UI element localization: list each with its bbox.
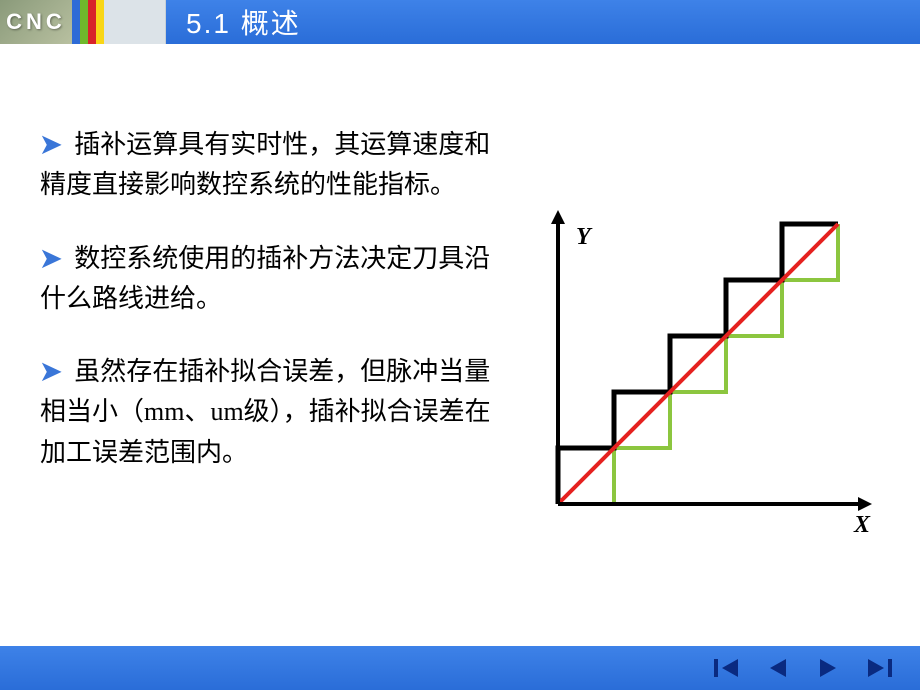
bullet-item: ➤ 数控系统使用的插补方法决定刀具沿什么路线进给。 xyxy=(40,238,500,320)
logo-text: CNC xyxy=(6,9,66,35)
strip-yellow xyxy=(96,0,104,44)
machine-thumbnail xyxy=(104,0,166,44)
last-button[interactable] xyxy=(860,654,896,682)
logo-block: CNC xyxy=(0,0,72,44)
next-icon xyxy=(816,657,840,679)
content-area: ➤ 插补运算具有实时性，其运算速度和精度直接影响数控系统的性能指标。 ➤ 数控系… xyxy=(0,44,920,646)
bullet-item: ➤ 插补运算具有实时性，其运算速度和精度直接影响数控系统的性能指标。 xyxy=(40,124,500,206)
strip-green xyxy=(80,0,88,44)
svg-text:X: X xyxy=(853,512,871,534)
section-title: 5.1 概述 xyxy=(186,2,301,42)
bullet-marker-icon: ➤ xyxy=(40,356,62,386)
svg-text:Y: Y xyxy=(576,224,593,250)
prev-icon xyxy=(766,657,790,679)
bullet-text: 数控系统使用的插补方法决定刀具沿什么路线进给。 xyxy=(40,244,490,313)
color-strip xyxy=(72,0,104,44)
bullet-text: 插补运算具有实时性，其运算速度和精度直接影响数控系统的性能指标。 xyxy=(40,130,490,199)
bullet-text: 虽然存在插补拟合误差，但脉冲当量相当小（mm、um级），插补拟合误差在加工误差范… xyxy=(40,357,491,467)
first-button[interactable] xyxy=(710,654,746,682)
header: CNC 5.1 概述 xyxy=(0,0,920,44)
bullet-list: ➤ 插补运算具有实时性，其运算速度和精度直接影响数控系统的性能指标。 ➤ 数控系… xyxy=(40,124,500,473)
first-icon xyxy=(714,657,742,679)
diagram-svg: YX xyxy=(518,204,878,534)
footer xyxy=(0,646,920,690)
bullet-item: ➤ 虽然存在插补拟合误差，但脉冲当量相当小（mm、um级），插补拟合误差在加工误… xyxy=(40,351,500,473)
title-bar: 5.1 概述 xyxy=(166,0,920,44)
strip-red xyxy=(88,0,96,44)
bullet-marker-icon: ➤ xyxy=(40,243,62,273)
last-icon xyxy=(864,657,892,679)
strip-blue xyxy=(72,0,80,44)
next-button[interactable] xyxy=(810,654,846,682)
interpolation-diagram: YX xyxy=(518,204,878,534)
prev-button[interactable] xyxy=(760,654,796,682)
bullet-marker-icon: ➤ xyxy=(40,129,62,159)
